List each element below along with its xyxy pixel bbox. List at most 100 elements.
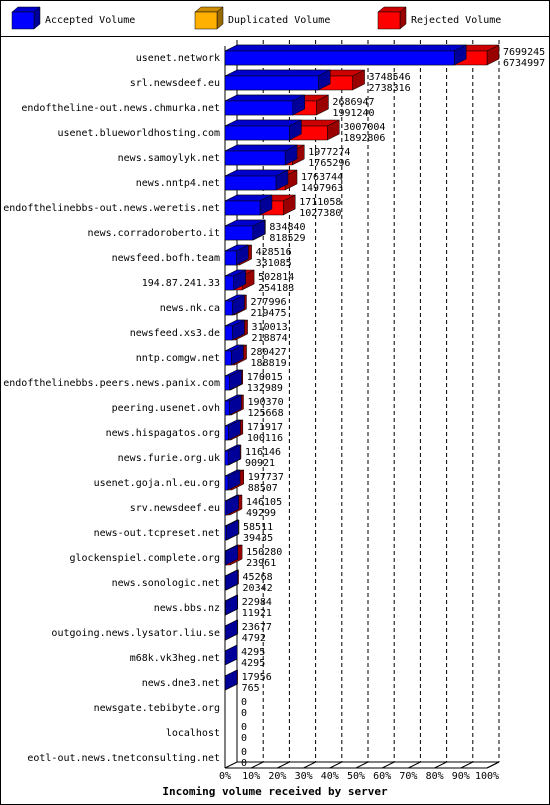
y-tick-label: news.corradoroberto.it (88, 228, 220, 239)
accepted-bar-top (224, 69, 331, 77)
total-label: 7699245 (503, 47, 545, 58)
accepted-label: 1027380 (299, 208, 341, 219)
total-label: 1711058 (299, 197, 341, 208)
accepted-bar-top (224, 144, 298, 152)
legend-label: Duplicated Volume (228, 15, 330, 26)
accepted-bar (224, 375, 230, 391)
total-label: 22984 (242, 597, 272, 608)
legend-label: Rejected Volume (411, 15, 501, 26)
accepted-bar (224, 225, 254, 241)
accepted-label: 219475 (250, 308, 286, 319)
x-tick-label: 0% (219, 771, 231, 782)
accepted-label: 125668 (247, 408, 283, 419)
accepted-bar (224, 425, 229, 441)
total-label: 310013 (252, 322, 288, 333)
accepted-bar (224, 250, 237, 266)
accepted-label: 254183 (258, 283, 294, 294)
x-tick-label: 30% (295, 771, 313, 782)
y-tick-label: news.bbs.nz (154, 603, 220, 614)
total-label: 1763744 (301, 172, 343, 183)
y-tick-label: usenet.network (136, 53, 220, 64)
total-label: 58511 (243, 522, 273, 533)
accepted-label: 2738316 (369, 83, 411, 94)
x-tick-label: 90% (452, 771, 470, 782)
accepted-bar (224, 100, 294, 116)
accepted-label: 765 (242, 683, 260, 694)
accepted-label: 4295 (241, 658, 265, 669)
tick-mark (460, 761, 474, 769)
accepted-bar (224, 575, 226, 591)
accepted-bar (224, 525, 227, 541)
y-tick-label: usenet.goja.nl.eu.org (94, 478, 220, 489)
y-tick-label: news.furie.org.uk (118, 453, 220, 464)
total-label: 170015 (247, 372, 283, 383)
accepted-label: 0 (241, 708, 247, 719)
accepted-bar (224, 75, 319, 91)
y-tick-label: news-out.tcpreset.net (94, 528, 220, 539)
y-tick-label: news.samoylyk.net (118, 153, 220, 164)
accepted-bar (224, 275, 234, 291)
accepted-label: 188819 (251, 358, 287, 369)
accepted-bar (224, 175, 277, 191)
total-label: 17956 (242, 672, 272, 683)
accepted-label: 0 (241, 758, 247, 769)
accepted-label: 1991240 (332, 108, 374, 119)
y-tick-label: glockenspiel.complete.org (69, 553, 220, 564)
accepted-bar-side (224, 644, 238, 666)
total-label: 146105 (246, 497, 282, 508)
accepted-bar (224, 50, 455, 66)
y-tick-label: usenet.blueworldhosting.com (57, 128, 220, 139)
y-tick-label: 194.87.241.33 (142, 278, 220, 289)
accepted-label: 6734997 (503, 58, 545, 69)
accepted-bar-side (225, 594, 238, 616)
accepted-label: 4792 (242, 633, 266, 644)
legend-swatch (194, 11, 218, 30)
accepted-bar-side (224, 619, 238, 641)
x-tick-label: 100% (475, 771, 499, 782)
total-label: 3748546 (369, 72, 411, 83)
total-label: 1977274 (308, 147, 350, 158)
y-tick-label: nntp.comgw.net (136, 353, 220, 364)
y-tick-label: outgoing.news.lysator.liu.se (51, 628, 220, 639)
x-axis-title: Incoming volume received by server (162, 785, 388, 798)
y-tick-label: newsgate.tebibyte.org (94, 703, 220, 714)
total-label: 197737 (248, 472, 284, 483)
x-tick-label: 50% (347, 771, 365, 782)
accepted-label: 331085 (256, 258, 292, 269)
accepted-label: 20342 (243, 583, 273, 594)
tick-mark (486, 761, 500, 769)
accepted-label: 1765296 (308, 158, 350, 169)
total-label: 280427 (251, 347, 287, 358)
x-tick-label: 10% (242, 771, 260, 782)
accepted-label: 0 (241, 733, 247, 744)
tick-mark (408, 761, 421, 769)
total-label: 116146 (245, 447, 281, 458)
total-label: 0 (241, 747, 247, 758)
accepted-label: 818529 (269, 233, 305, 244)
tick-mark (355, 761, 369, 769)
accepted-bar (224, 350, 232, 366)
y-tick-label: news.sonologic.net (112, 578, 220, 589)
x-tick-label: 70% (399, 771, 417, 782)
accepted-label: 90921 (245, 458, 275, 469)
tick-mark (277, 761, 290, 769)
accepted-label: 11921 (242, 608, 272, 619)
x-tick-label: 40% (321, 771, 339, 782)
total-label: 502814 (258, 272, 294, 283)
y-tick-label: eotl-out.news.tnetconsulting.net (27, 753, 220, 764)
total-label: 171917 (247, 422, 283, 433)
accepted-label: 1497963 (301, 183, 343, 194)
accepted-label: 100116 (247, 433, 283, 444)
accepted-bar (224, 200, 261, 216)
y-tick-label: srv.newsdeef.eu (130, 503, 220, 514)
accepted-bar (224, 325, 233, 341)
accepted-bar (224, 500, 227, 516)
x-tick-label: 20% (268, 771, 286, 782)
accepted-bar (224, 550, 227, 566)
y-tick-label: localhost (166, 728, 220, 739)
accepted-label: 132989 (247, 383, 283, 394)
accepted-bar-top (224, 44, 467, 52)
y-tick-label: news.nk.ca (160, 303, 220, 314)
total-label: 277996 (250, 297, 286, 308)
